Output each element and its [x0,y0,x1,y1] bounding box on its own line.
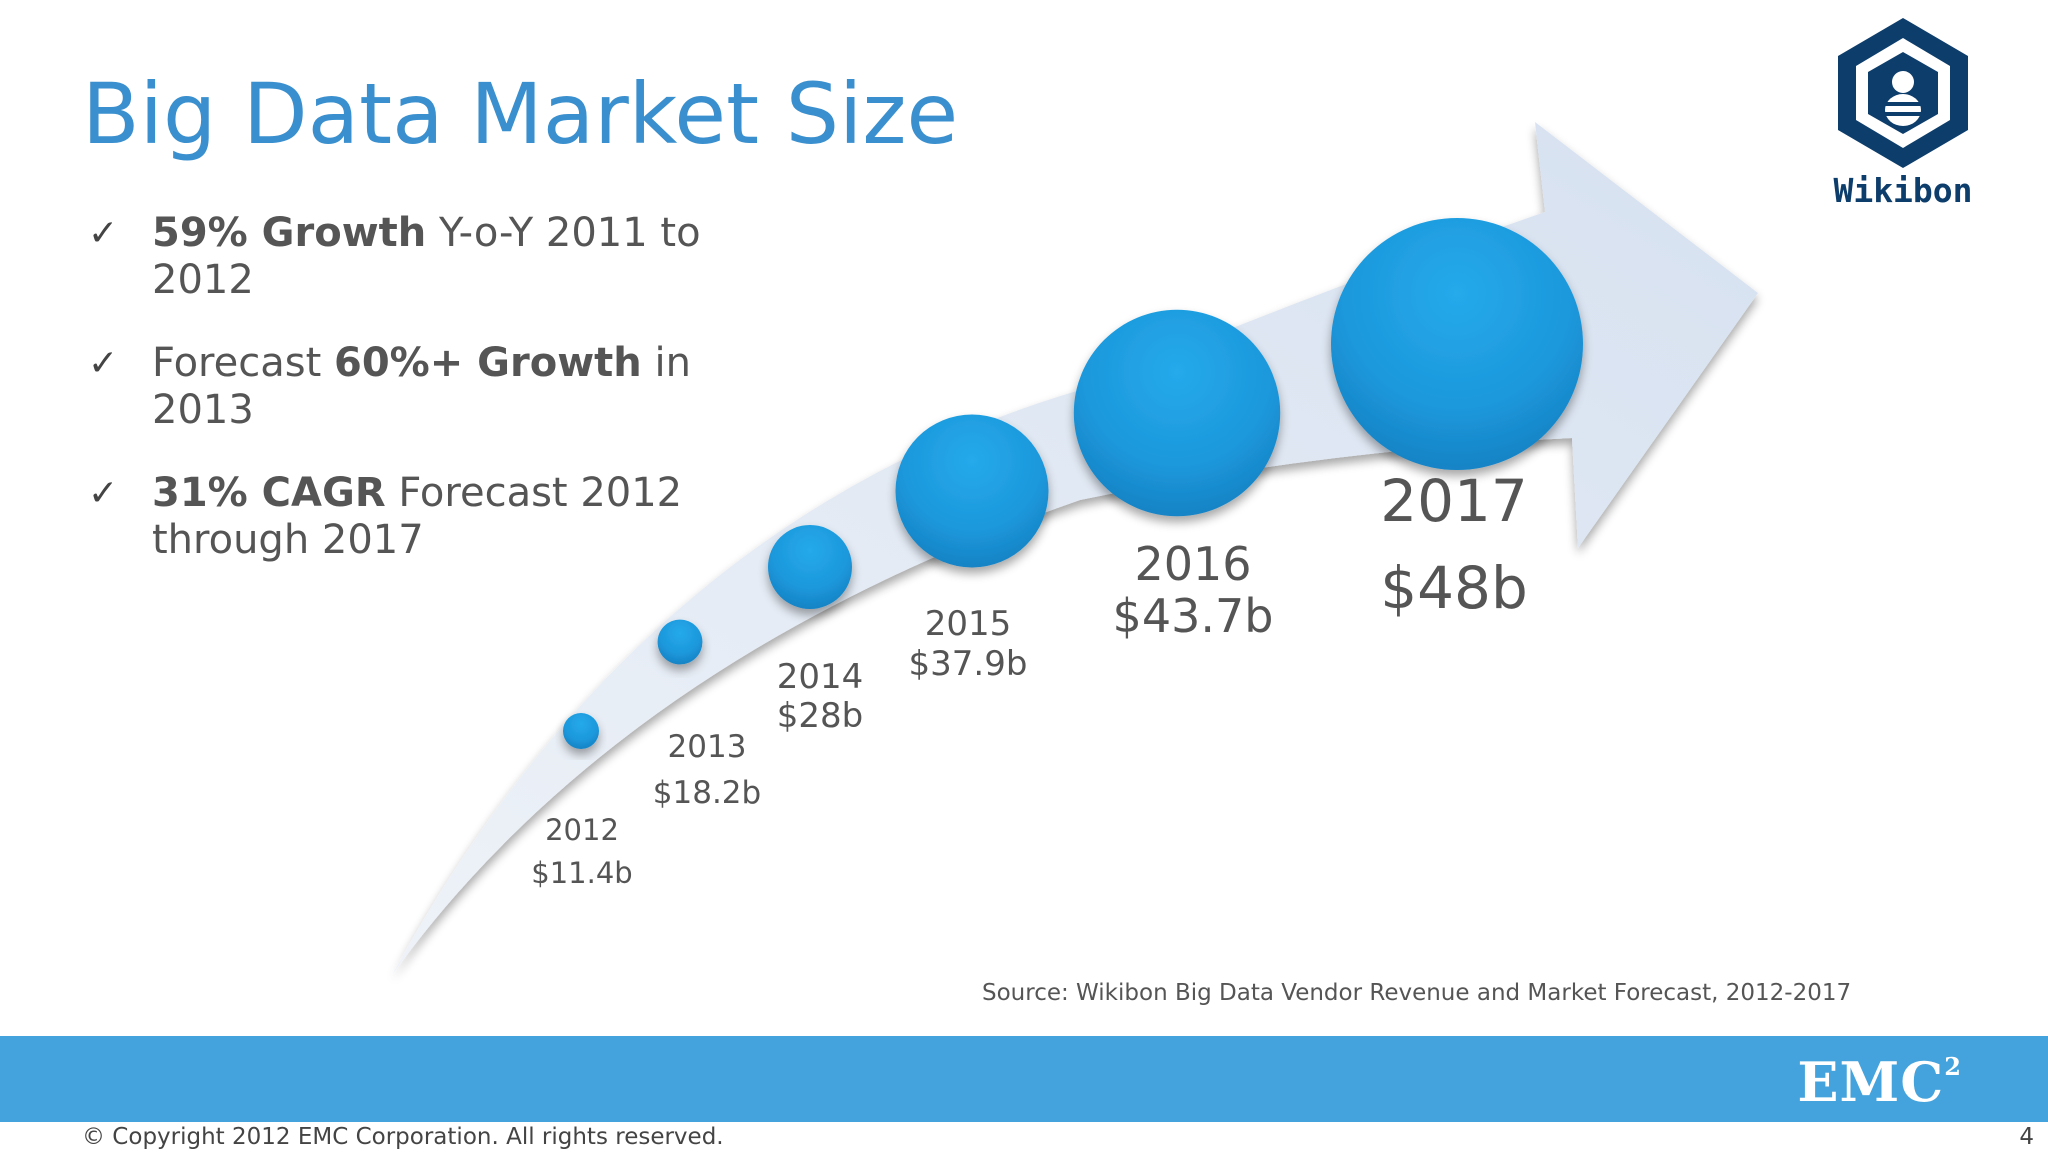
bubbles-layer [563,218,1583,749]
value-label-2014: $28b [777,696,863,736]
checkmark-icon: ✓ [88,213,119,254]
bullet-item: ✓ Forecast 60%+ Growth in 2013 [88,340,788,434]
bullet-text: Forecast [152,340,334,386]
bullet-item: ✓ 31% CAGR Forecast 2012 through 2017 [88,470,788,564]
footer-band: EMC2 [0,1036,2048,1122]
bubble-2016 [1073,309,1281,517]
year-label-2012: 2012 [545,813,619,847]
value-label-2017: $48b [1380,554,1528,622]
value-label-2012: $11.4b [531,856,632,890]
year-label-2017: 2017 [1380,467,1528,535]
emc-logo-sup: 2 [1944,1052,1962,1081]
emc-logo-text: EMC [1797,1050,1945,1114]
bubble-2015 [895,414,1049,568]
year-label-2014: 2014 [777,657,864,697]
value-label-2013: $18.2b [653,775,761,811]
bubble-2017 [1331,218,1583,470]
bullet-list: ✓ 59% Growth Y-o-Y 2011 to 2012 ✓ Forecast … [88,210,788,600]
bullet-text: Forecast 2012 through 2017 [152,470,683,563]
bullet-text: Y-o-Y 2011 to 2012 [152,210,701,303]
value-label-2016: $43.7b [1113,589,1274,643]
year-label-2015: 2015 [925,604,1012,644]
wikibon-logo-text: Wikibon [1833,171,1972,210]
wikibon-hexagon-icon [1838,18,1968,168]
copyright-notice: © Copyright 2012 EMC Corporation. All ri… [82,1124,724,1150]
source-note: Source: Wikibon Big Data Vendor Revenue … [982,980,1852,1006]
bullet-item: ✓ 59% Growth Y-o-Y 2011 to 2012 [88,210,788,304]
bubble-2012 [563,713,599,749]
checkmark-icon: ✓ [88,343,119,384]
bullet-emphasis: 60%+ Growth [333,340,642,386]
wikibon-logo: Wikibon [1833,18,1973,210]
page-number: 4 [2019,1124,2034,1150]
bubble-2013 [657,619,703,665]
labels-layer: 2012 $11.4b 2013 $18.2b 2014$28b 2015$37.9b 20… [531,467,1528,890]
bullet-emphasis: 31% CAGR [152,470,386,516]
checkmark-icon: ✓ [88,473,119,514]
year-label-2016: 2016 [1134,537,1251,591]
bullet-text: in 2013 [152,340,691,433]
bubble-2014 [768,525,852,609]
slide-title: Big Data Market Size [82,65,959,163]
bullet-emphasis: 59% Growth [152,210,427,256]
value-label-2015: $37.9b [909,644,1028,684]
year-label-2013: 2013 [668,729,747,765]
emc-logo: EMC2 [1797,1050,1962,1114]
